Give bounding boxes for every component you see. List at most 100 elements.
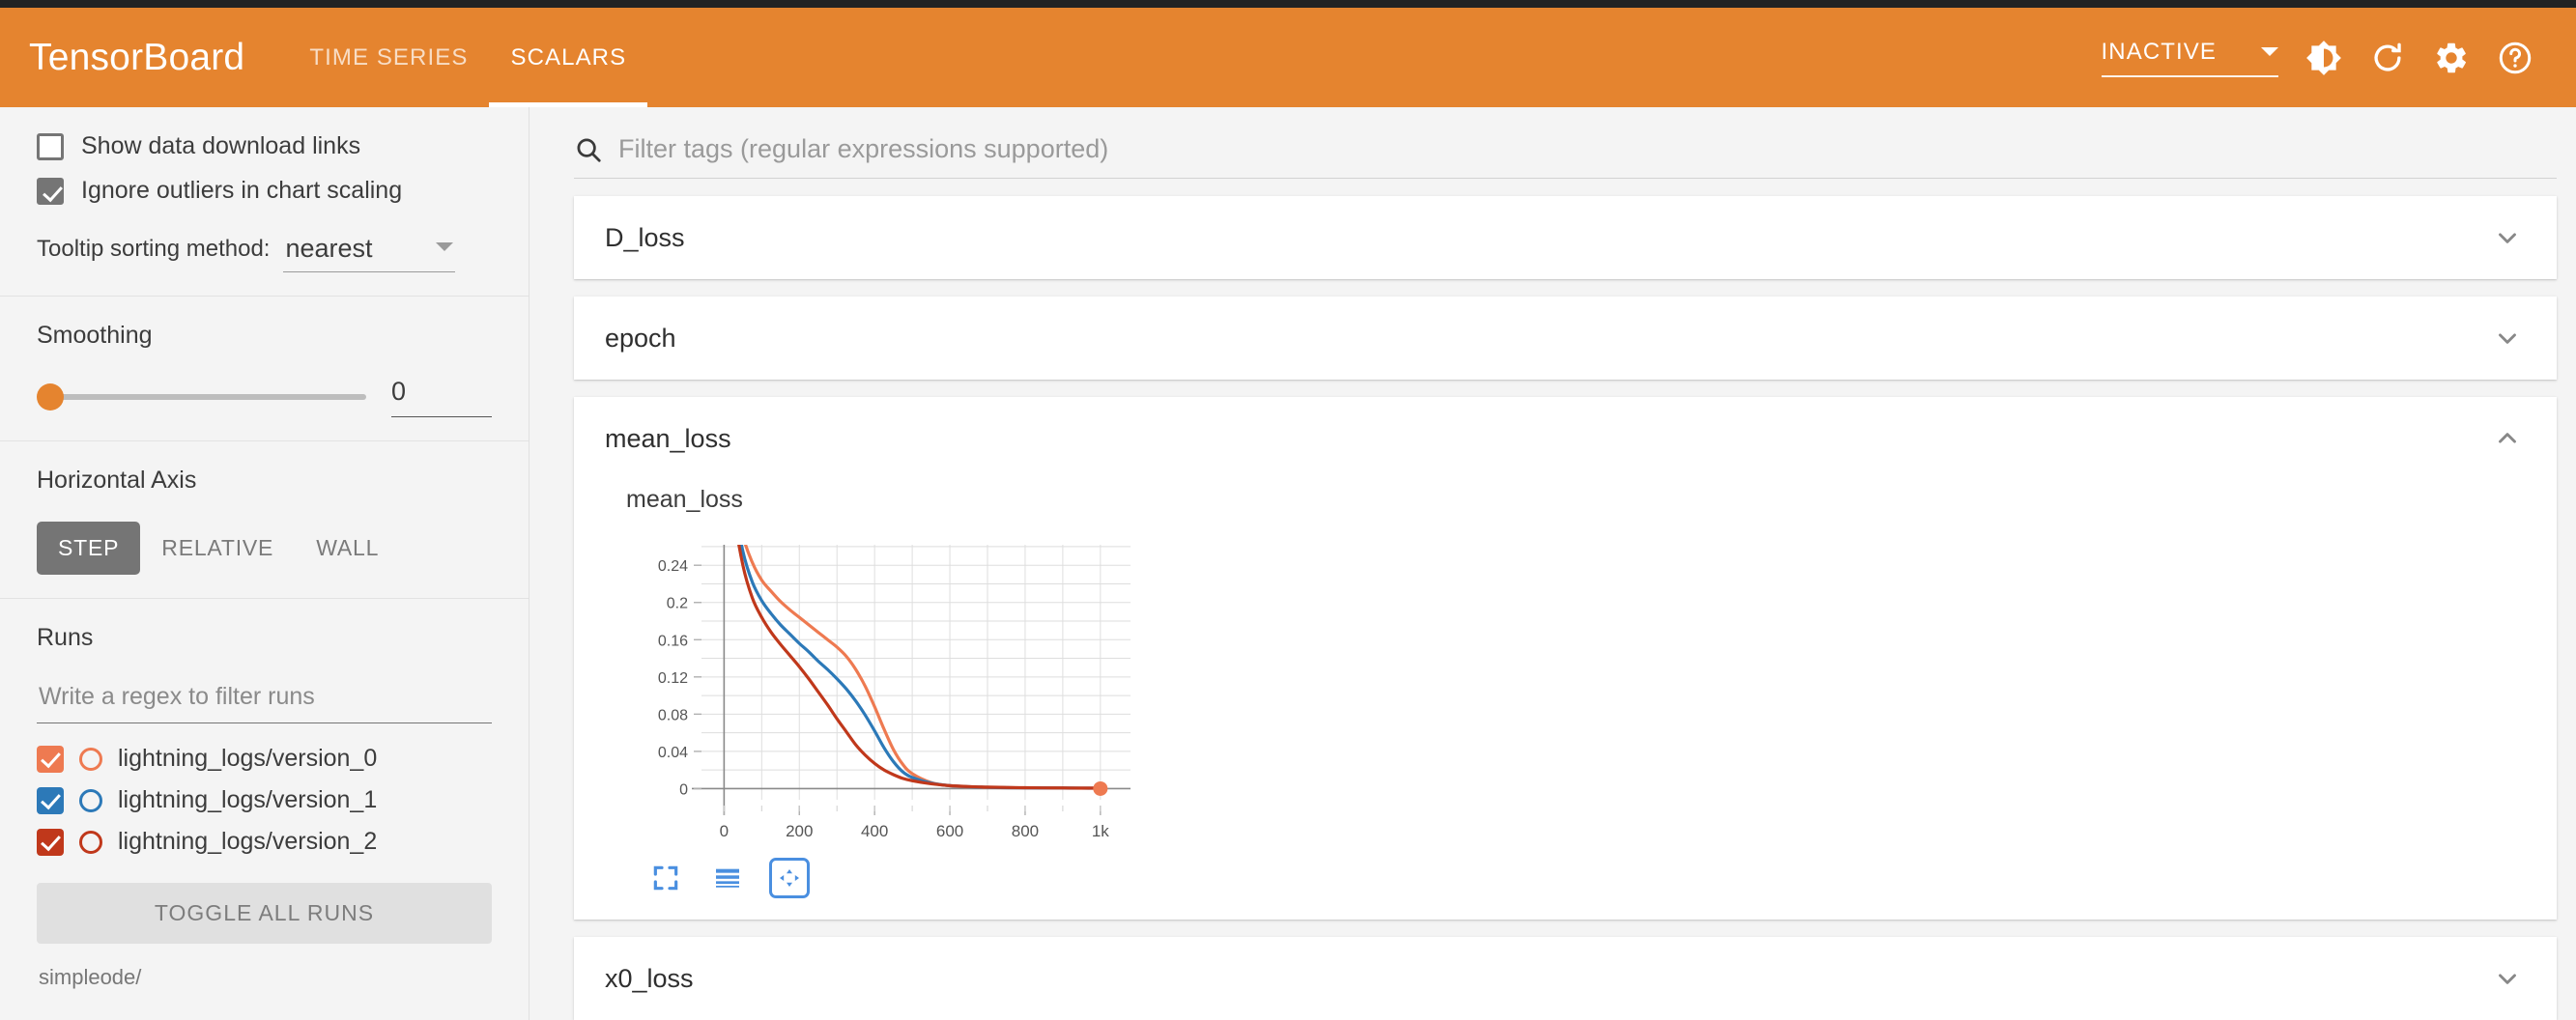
chevron-down-icon[interactable] [2491, 962, 2524, 995]
run-status-label: INACTIVE [2101, 38, 2217, 65]
page-body: Show data download links Ignore outliers… [0, 107, 2576, 1020]
checkbox-box-ignore-outliers[interactable] [37, 177, 64, 205]
divider-3 [0, 598, 529, 599]
svg-text:0.08: 0.08 [658, 707, 688, 723]
run-label-version-2: lightning_logs/version_2 [118, 828, 378, 855]
tag-body-mean-loss: mean_loss 0 0.04 0.08 0.12 0.16 0.2 0.24 0 200 40… [574, 486, 2557, 920]
svg-text:1k: 1k [1092, 822, 1109, 840]
help-icon[interactable] [2483, 26, 2547, 90]
tag-card-mean-loss: mean_loss mean_loss 0 0.04 0.08 0.12 0.16 0.2… [574, 397, 2557, 920]
chevron-down-icon[interactable] [2491, 221, 2524, 254]
chevron-down-icon[interactable] [2491, 322, 2524, 354]
run-checkbox-version-1[interactable] [37, 786, 64, 814]
svg-text:200: 200 [786, 822, 813, 840]
tab-scalars-label: SCALARS [510, 43, 627, 71]
tab-scalars[interactable]: SCALARS [489, 8, 647, 107]
lines-glyph [716, 868, 739, 888]
chart-svg: 0 0.04 0.08 0.12 0.16 0.2 0.24 0 200 400 600 800 1k [658, 545, 1131, 840]
run-color-circle-version-2[interactable] [79, 830, 102, 854]
smoothing-slider[interactable] [37, 383, 366, 411]
smoothing-section: Smoothing 0 [0, 297, 529, 440]
checkbox-box-download-links[interactable] [37, 132, 64, 160]
run-item-version-1[interactable]: lightning_logs/version_1 [37, 786, 492, 814]
tag-header-epoch[interactable]: epoch [574, 297, 2557, 380]
tag-card-x0-loss: x0_loss [574, 937, 2557, 1020]
svg-text:0: 0 [720, 822, 729, 840]
checkbox-label-ignore-outliers: Ignore outliers in chart scaling [81, 177, 403, 204]
svg-text:0.04: 0.04 [658, 745, 688, 761]
tooltip-sorting-label: Tooltip sorting method: [37, 236, 271, 262]
tag-card-d-loss: D_loss [574, 196, 2557, 279]
sidebar-footer-text: simpleode/ [39, 965, 142, 989]
nav-tabs: TIME SERIES SCALARS [288, 8, 647, 107]
svg-text:0: 0 [679, 781, 688, 798]
tab-time-series-label: TIME SERIES [309, 43, 469, 71]
divider-2 [0, 440, 529, 441]
smoothing-row: 0 [37, 377, 492, 417]
mean-loss-chart[interactable]: 0 0.04 0.08 0.12 0.16 0.2 0.24 0 200 400 600 800 1k [613, 527, 1154, 846]
checkbox-show-data-download-links[interactable]: Show data download links [37, 132, 492, 160]
settings-sidebar: Show data download links Ignore outliers… [0, 107, 530, 1020]
run-color-circle-version-1[interactable] [79, 788, 102, 812]
data-lines-icon[interactable] [707, 858, 748, 898]
run-item-version-2[interactable]: lightning_logs/version_2 [37, 828, 492, 856]
refresh-icon[interactable] [2356, 26, 2419, 90]
display-options-section: Show data download links Ignore outliers… [0, 107, 529, 296]
run-item-version-0[interactable]: lightning_logs/version_0 [37, 745, 492, 773]
chevron-down-icon [436, 242, 454, 251]
toggle-all-runs-button[interactable]: TOGGLE ALL RUNS [37, 883, 492, 944]
svg-text:0.12: 0.12 [658, 670, 688, 687]
runs-filter-placeholder: Write a regex to filter runs [39, 683, 315, 710]
axis-button-step[interactable]: STEP [37, 522, 141, 575]
window-top-strip [0, 0, 2576, 8]
tag-filter-bar[interactable]: Filter tags (regular expressions support… [574, 128, 2557, 179]
tag-header-x0-loss[interactable]: x0_loss [574, 937, 2557, 1020]
run-label-version-0: lightning_logs/version_0 [118, 745, 378, 772]
run-label-version-1: lightning_logs/version_1 [118, 786, 378, 813]
tag-filter-placeholder: Filter tags (regular expressions support… [618, 134, 1109, 163]
app-header: TensorBoard TIME SERIES SCALARS INACTIVE [0, 8, 2576, 107]
horizontal-axis-section: Horizontal Axis STEP RELATIVE WALL [0, 441, 529, 598]
run-checkbox-version-2[interactable] [37, 828, 64, 856]
horizontal-axis-title: Horizontal Axis [37, 467, 197, 494]
svg-text:400: 400 [861, 822, 888, 840]
horizontal-axis-buttons: STEP RELATIVE WALL [37, 522, 492, 575]
runs-section: Runs Write a regex to filter runs lightn… [0, 599, 529, 1013]
checkbox-ignore-outliers[interactable]: Ignore outliers in chart scaling [37, 177, 492, 205]
run-status-dropdown[interactable]: INACTIVE [2094, 39, 2286, 77]
header-actions: INACTIVE [2094, 26, 2576, 90]
chart-toolbar [645, 858, 2557, 898]
pan-move-icon[interactable] [769, 858, 810, 898]
checkbox-label-download-links: Show data download links [81, 132, 361, 159]
svg-text:800: 800 [1012, 822, 1039, 840]
axis-button-wall[interactable]: WALL [316, 535, 380, 560]
tab-time-series[interactable]: TIME SERIES [288, 8, 489, 107]
settings-gear-icon[interactable] [2419, 26, 2483, 90]
chart-title: mean_loss [626, 486, 743, 513]
fullscreen-icon[interactable] [645, 858, 686, 898]
tooltip-sorting-select[interactable]: nearest [283, 234, 456, 272]
tag-name-d-loss: D_loss [605, 222, 685, 252]
runs-title: Runs [37, 624, 94, 651]
svg-text:600: 600 [936, 822, 963, 840]
app-title: TensorBoard [29, 36, 245, 78]
dropdown-underline [2101, 74, 2278, 77]
tag-name-x0-loss: x0_loss [605, 963, 694, 993]
tag-header-d-loss[interactable]: D_loss [574, 196, 2557, 279]
smoothing-slider-thumb[interactable] [37, 383, 64, 411]
chevron-up-icon[interactable] [2491, 422, 2524, 455]
tag-name-mean-loss: mean_loss [605, 423, 731, 453]
smoothing-value-field[interactable]: 0 [391, 377, 492, 417]
runs-filter-input[interactable]: Write a regex to filter runs [37, 679, 492, 723]
search-icon [577, 138, 601, 162]
smoothing-value: 0 [391, 377, 407, 406]
brightness-icon[interactable] [2292, 26, 2356, 90]
run-color-circle-version-0[interactable] [79, 747, 102, 771]
tag-card-epoch: epoch [574, 297, 2557, 380]
tooltip-sorting-row: Tooltip sorting method: nearest [37, 234, 492, 272]
axis-button-relative[interactable]: RELATIVE [161, 535, 274, 560]
tag-header-mean-loss[interactable]: mean_loss [574, 397, 2557, 480]
svg-text:0.24: 0.24 [658, 558, 688, 575]
smoothing-title: Smoothing [37, 322, 153, 349]
run-checkbox-version-0[interactable] [37, 745, 64, 773]
